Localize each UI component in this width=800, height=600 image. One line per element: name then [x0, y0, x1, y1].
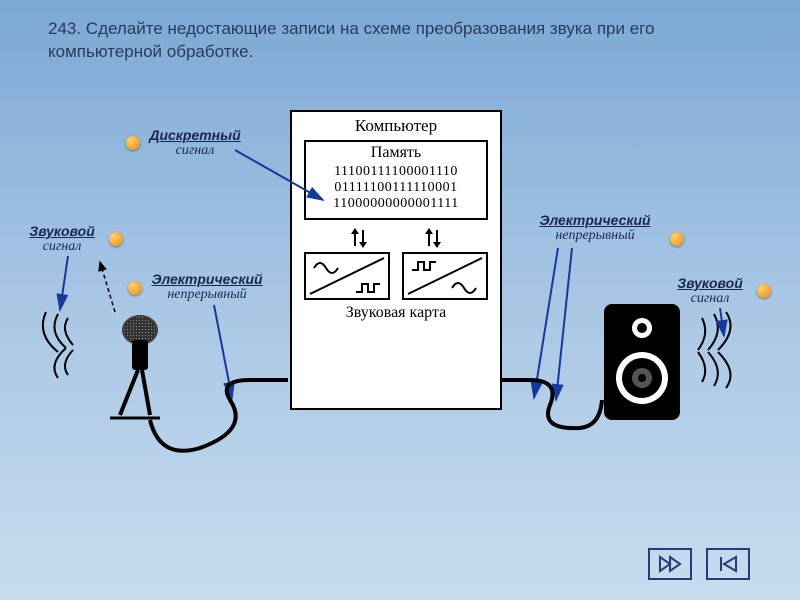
label-text: Электрический [520, 213, 670, 228]
soundcard-row [304, 252, 488, 300]
question-text: 243. Сделайте недостающие записи на схем… [48, 18, 740, 64]
next-button[interactable] [648, 548, 692, 580]
label-text: Дискретный [140, 128, 250, 143]
sound-waves-icon [28, 310, 93, 380]
nav-buttons [648, 548, 750, 580]
play-forward-icon [658, 555, 682, 573]
dac-icon [402, 252, 488, 300]
double-arrow-icon [349, 226, 369, 250]
bullet-icon [670, 232, 684, 246]
bullet-icon [757, 284, 771, 298]
bullet-icon [128, 281, 142, 295]
label-sub: сигнал [14, 239, 110, 254]
computer-title: Компьютер [292, 112, 500, 138]
label-text: Звуковой [662, 276, 758, 291]
label-discrete: Дискретный сигнал [140, 128, 250, 159]
soundcard-label: Звуковая карта [292, 304, 500, 322]
label-sub: непрерывный [142, 287, 272, 302]
computer-box: Компьютер Память 11100111100001110 01111… [290, 110, 502, 410]
double-arrow-icon [423, 226, 443, 250]
label-text: Звуковой [14, 224, 110, 239]
microphone-icon [90, 310, 180, 450]
adc-icon [304, 252, 390, 300]
label-sub: сигнал [140, 143, 250, 158]
memory-box: Память 11100111100001110 011111001111100… [304, 140, 488, 220]
label-elec-left: Электрический непрерывный [142, 272, 272, 303]
memory-arrows [292, 226, 500, 250]
label-sound-left: Звуковой сигнал [14, 224, 110, 255]
binary-line: 01111100111110001 [310, 180, 482, 196]
binary-line: 11100111100001110 [310, 164, 482, 180]
speaker-icon [600, 300, 690, 430]
prev-button[interactable] [706, 548, 750, 580]
memory-title: Память [310, 144, 482, 162]
binary-line: 11000000000001111 [310, 196, 482, 212]
bullet-icon [109, 232, 123, 246]
skip-back-icon [716, 555, 740, 573]
label-sub: непрерывный [520, 228, 670, 243]
label-elec-right: Электрический непрерывный [520, 213, 670, 244]
bullet-icon [126, 136, 140, 150]
label-text: Электрический [142, 272, 272, 287]
sound-waves-icon [688, 310, 760, 390]
